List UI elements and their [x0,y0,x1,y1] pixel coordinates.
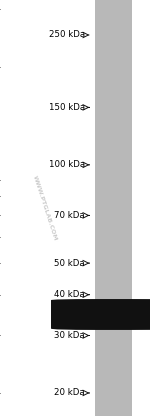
Text: 30 kDa: 30 kDa [54,331,85,340]
FancyBboxPatch shape [51,299,150,330]
Bar [95,0,132,416]
Text: 40 kDa: 40 kDa [54,290,85,299]
Text: 20 kDa: 20 kDa [54,389,85,397]
Text: 150 kDa: 150 kDa [49,103,85,112]
Text: 50 kDa: 50 kDa [54,259,85,267]
Text: WWW.PTGLAB.COM: WWW.PTGLAB.COM [32,175,58,241]
Text: 70 kDa: 70 kDa [54,211,85,220]
Text: 250 kDa: 250 kDa [49,30,85,40]
Text: 100 kDa: 100 kDa [49,160,85,169]
